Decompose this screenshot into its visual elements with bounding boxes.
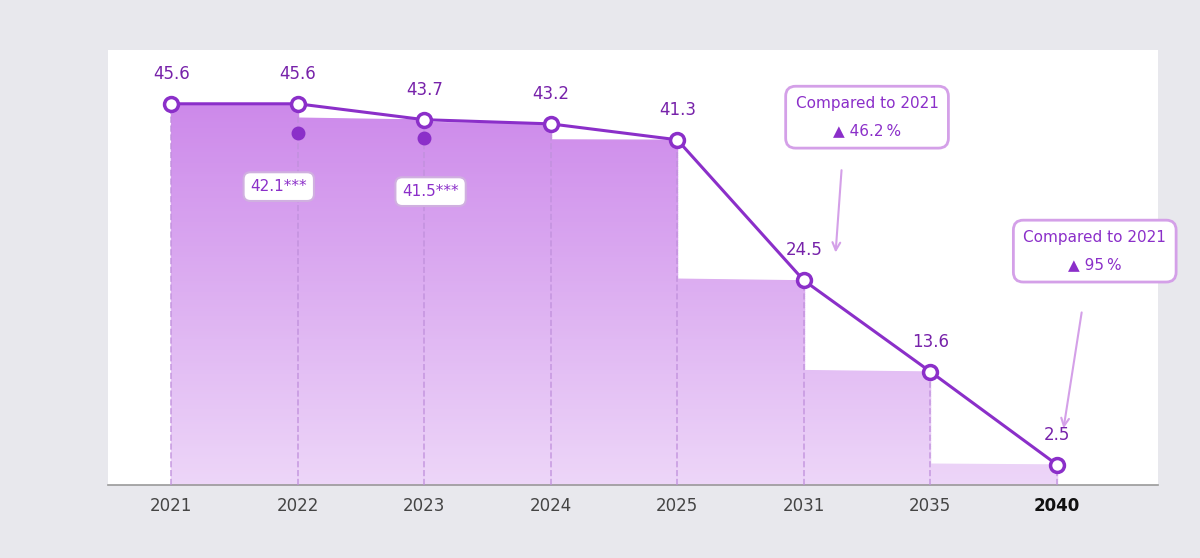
Text: 43.7: 43.7 bbox=[406, 81, 443, 99]
Text: Compared to 2021: Compared to 2021 bbox=[802, 95, 932, 109]
Text: Compared to 2021
▲ 95 %: Compared to 2021 ▲ 95 % bbox=[1024, 230, 1166, 272]
Text: 45.6: 45.6 bbox=[280, 65, 316, 83]
Text: 43.2: 43.2 bbox=[533, 85, 569, 103]
Text: 24.5: 24.5 bbox=[785, 242, 822, 259]
Text: 2.5: 2.5 bbox=[1044, 426, 1070, 444]
Text: 41.5***: 41.5*** bbox=[402, 184, 458, 199]
Text: 45.6: 45.6 bbox=[152, 65, 190, 83]
Text: 41.3: 41.3 bbox=[659, 101, 696, 119]
Text: 42.1***: 42.1*** bbox=[251, 179, 307, 194]
Text: 13.6: 13.6 bbox=[912, 333, 949, 350]
Text: Compared to 2021
▲ 46.2 %: Compared to 2021 ▲ 46.2 % bbox=[796, 96, 938, 138]
